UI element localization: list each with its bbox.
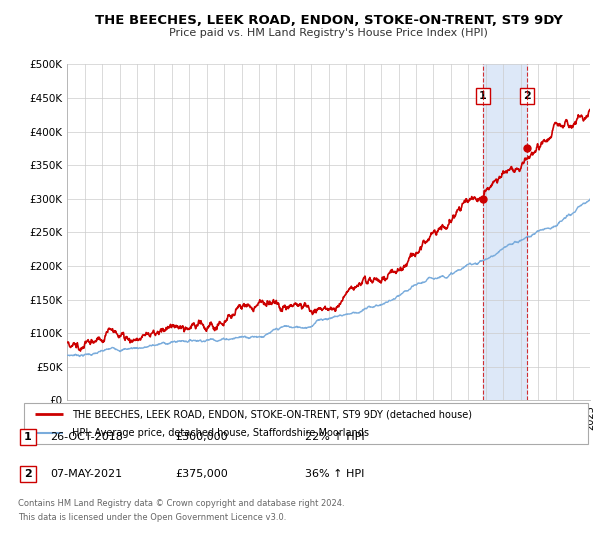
Bar (482, 64, 527, 400)
FancyBboxPatch shape (24, 403, 588, 444)
Text: 1: 1 (479, 91, 487, 101)
Text: Contains HM Land Registry data © Crown copyright and database right 2024.: Contains HM Land Registry data © Crown c… (18, 500, 344, 508)
Text: 26-OCT-2018: 26-OCT-2018 (50, 432, 123, 442)
Text: THE BEECHES, LEEK ROAD, ENDON, STOKE-ON-TRENT, ST9 9DY (detached house): THE BEECHES, LEEK ROAD, ENDON, STOKE-ON-… (72, 409, 472, 419)
Text: This data is licensed under the Open Government Licence v3.0.: This data is licensed under the Open Gov… (18, 514, 286, 522)
Text: 22% ↑ HPI: 22% ↑ HPI (305, 432, 365, 442)
Text: £375,000: £375,000 (175, 469, 228, 479)
Text: 2: 2 (24, 469, 32, 479)
Text: £300,000: £300,000 (175, 432, 227, 442)
Text: Price paid vs. HM Land Registry's House Price Index (HPI): Price paid vs. HM Land Registry's House … (169, 28, 488, 38)
Text: 2: 2 (523, 91, 530, 101)
Text: 07-MAY-2021: 07-MAY-2021 (50, 469, 122, 479)
Text: 1: 1 (24, 432, 32, 442)
Text: HPI: Average price, detached house, Staffordshire Moorlands: HPI: Average price, detached house, Staf… (72, 428, 369, 438)
FancyBboxPatch shape (20, 429, 36, 445)
Text: THE BEECHES, LEEK ROAD, ENDON, STOKE-ON-TRENT, ST9 9DY: THE BEECHES, LEEK ROAD, ENDON, STOKE-ON-… (95, 14, 563, 27)
Text: 36% ↑ HPI: 36% ↑ HPI (305, 469, 364, 479)
FancyBboxPatch shape (20, 466, 36, 482)
